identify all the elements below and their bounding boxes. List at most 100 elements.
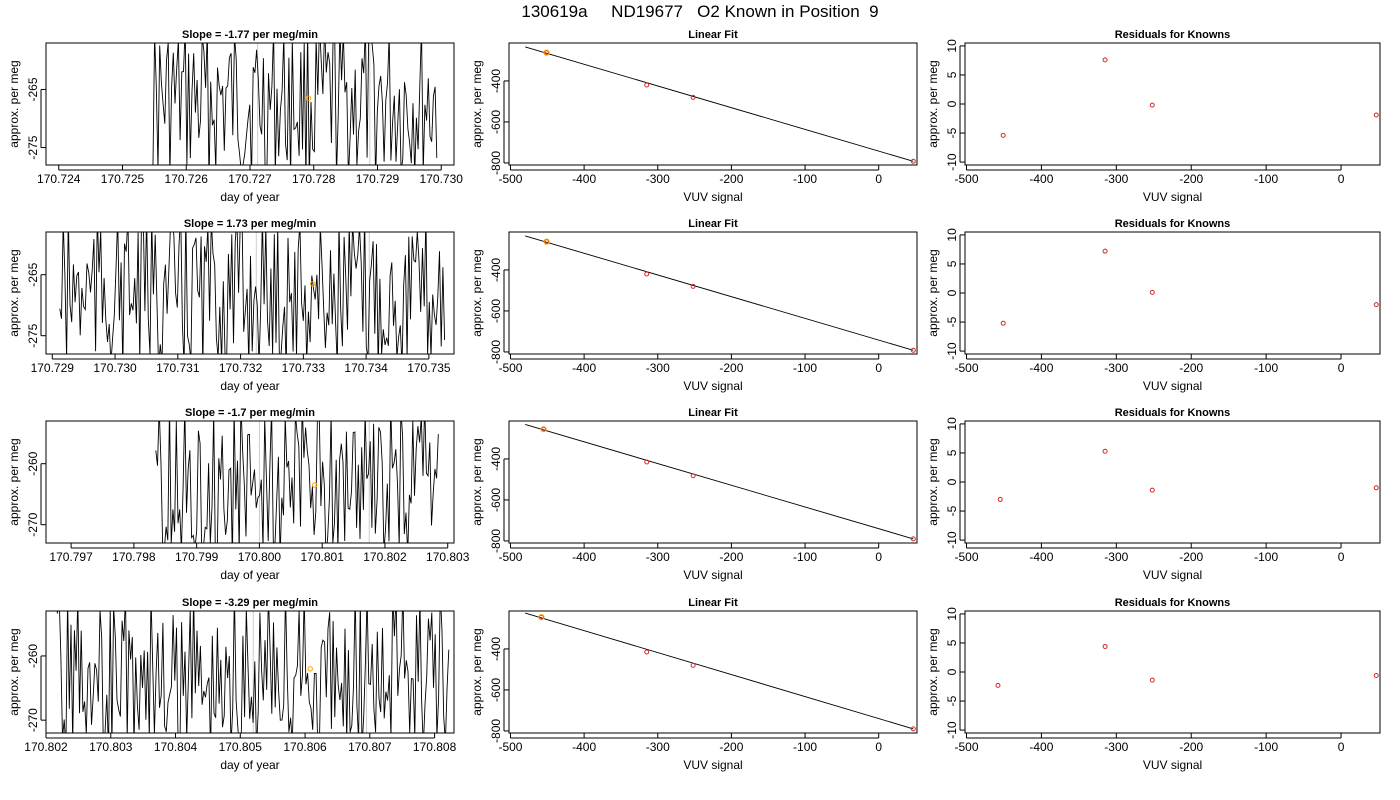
x-tick-label: -100 bbox=[1254, 740, 1278, 754]
panel-residuals-row-3: Residuals for Knowns-500 -400 -300 -200 -100… bbox=[926, 407, 1381, 582]
y-tick-label: -400 bbox=[489, 258, 503, 282]
x-tick-label: 0 bbox=[875, 740, 882, 754]
plot-frame bbox=[964, 231, 1381, 355]
x-axis-label: day of year bbox=[220, 190, 279, 204]
residual-point bbox=[997, 496, 1003, 502]
x-tick-label: 170.727 bbox=[228, 172, 272, 186]
x-tick-label: -100 bbox=[793, 550, 817, 564]
known-point bbox=[544, 50, 550, 56]
known-point bbox=[690, 662, 696, 668]
x-tick-label: -300 bbox=[1104, 740, 1128, 754]
plot-frame bbox=[508, 231, 918, 355]
plot-area bbox=[152, 43, 438, 165]
residual-point bbox=[1102, 248, 1108, 254]
y-tick-label: -800 bbox=[489, 719, 503, 743]
x-axis-label: VUV signal bbox=[683, 568, 742, 582]
known-point bbox=[690, 94, 696, 100]
y-tick-label: 10 bbox=[945, 607, 959, 621]
x-tick-label: -200 bbox=[1179, 740, 1203, 754]
y-tick-label: -400 bbox=[489, 69, 503, 93]
x-tick-label: 170.805 bbox=[219, 740, 263, 754]
x-tick-label: 170.735 bbox=[407, 361, 451, 375]
known-point bbox=[544, 239, 550, 245]
highlight-point bbox=[307, 666, 313, 672]
plot-frame bbox=[964, 610, 1381, 734]
y-tick-label: -5 bbox=[945, 127, 959, 138]
plot-area bbox=[59, 232, 446, 354]
panel-linear-fit-row-3: Linear Fit -500 -400 -300 -200 -100 0 -400 -600 -… bbox=[470, 407, 918, 582]
plot-frame bbox=[508, 610, 918, 734]
panel-time-series-row-4: Slope = -3.29 per meg/min 170.802 170.803 1… bbox=[7, 597, 457, 772]
plot-frame bbox=[964, 42, 1381, 166]
known-point bbox=[690, 283, 696, 289]
x-tick-label: 170.802 bbox=[24, 740, 68, 754]
x-tick-label: -200 bbox=[1179, 550, 1203, 564]
x-tick-label: 170.806 bbox=[283, 740, 327, 754]
plot-area bbox=[995, 643, 1379, 688]
residual-point bbox=[1149, 289, 1155, 295]
x-tick-label: 170.801 bbox=[300, 550, 344, 564]
y-tick-label: 10 bbox=[945, 228, 959, 242]
y-axis-label: approx. per meg bbox=[470, 60, 484, 147]
y-tick-label: -270 bbox=[26, 708, 40, 732]
panel-time-series-row-2: Slope = 1.73 per meg/min 170.729 170.730 17… bbox=[7, 218, 455, 393]
x-tick-label: -100 bbox=[793, 740, 817, 754]
x-tick-label: -500 bbox=[498, 740, 522, 754]
y-tick-label: 0 bbox=[945, 100, 959, 107]
x-tick-label: 0 bbox=[875, 172, 882, 186]
x-tick-label: 0 bbox=[1338, 550, 1345, 564]
x-tick-label: 170.804 bbox=[154, 740, 198, 754]
panel-title: Slope = 1.73 per meg/min bbox=[184, 218, 317, 230]
plot-area bbox=[525, 612, 916, 732]
signal-trace-line bbox=[155, 421, 439, 543]
y-tick-label: -275 bbox=[26, 135, 40, 159]
panel-residuals-row-1: Residuals for Knowns-500 -400 -300 -200 -100… bbox=[926, 29, 1381, 204]
y-axis-label: approx. per meg bbox=[926, 249, 940, 336]
x-tick-label: 170.729 bbox=[356, 172, 400, 186]
y-tick-label: -600 bbox=[489, 299, 503, 323]
y-tick-label: -10 bbox=[945, 342, 959, 360]
plot-area bbox=[525, 46, 916, 164]
y-tick-label: -265 bbox=[26, 77, 40, 101]
x-tick-label: 170.730 bbox=[93, 361, 137, 375]
panel-title: Linear Fit bbox=[688, 29, 738, 41]
x-tick-label: 170.730 bbox=[420, 172, 464, 186]
x-tick-label: -400 bbox=[572, 740, 596, 754]
y-tick-label: -5 bbox=[945, 695, 959, 706]
y-tick-label: -800 bbox=[489, 340, 503, 364]
panel-residuals-row-2: Residuals for Knowns-500 -400 -300 -200 -100… bbox=[926, 218, 1381, 393]
residual-point bbox=[1373, 302, 1379, 308]
y-axis-label: approx. per meg bbox=[7, 438, 21, 525]
fit-line bbox=[525, 235, 914, 351]
x-tick-label: -500 bbox=[954, 740, 978, 754]
y-tick-label: 0 bbox=[945, 478, 959, 485]
y-tick-label: -10 bbox=[945, 721, 959, 739]
x-tick-label: 0 bbox=[875, 550, 882, 564]
panel-title: Residuals for Knowns bbox=[1115, 218, 1231, 230]
x-tick-label: -300 bbox=[1104, 172, 1128, 186]
fit-line bbox=[525, 424, 914, 540]
x-tick-label: 170.800 bbox=[238, 550, 282, 564]
y-tick-label: -270 bbox=[26, 512, 40, 536]
x-tick-label: 0 bbox=[875, 361, 882, 375]
plot-area bbox=[525, 424, 916, 542]
plot-area bbox=[1000, 248, 1379, 326]
residual-point bbox=[1102, 643, 1108, 649]
panel-residuals-row-4: Residuals for Knowns-500 -400 -300 -200 -100… bbox=[926, 597, 1381, 772]
plot-frame bbox=[45, 42, 455, 166]
highlight-point bbox=[543, 238, 550, 245]
x-tick-label: -200 bbox=[719, 550, 743, 564]
y-axis-label: approx. per meg bbox=[926, 438, 940, 525]
x-tick-label: 170.802 bbox=[363, 550, 407, 564]
x-axis-label: VUV signal bbox=[683, 379, 742, 393]
x-tick-label: 170.799 bbox=[175, 550, 219, 564]
panel-title: Linear Fit bbox=[688, 407, 738, 419]
signal-trace-line bbox=[59, 232, 446, 354]
y-axis-label: approx. per meg bbox=[926, 628, 940, 715]
x-tick-label: 170.734 bbox=[344, 361, 388, 375]
y-tick-label: 5 bbox=[945, 449, 959, 456]
x-tick-label: -100 bbox=[1254, 172, 1278, 186]
panel-title: Slope = -1.77 per meg/min bbox=[182, 29, 318, 41]
residual-point bbox=[1102, 448, 1108, 454]
y-tick-label: -600 bbox=[489, 678, 503, 702]
